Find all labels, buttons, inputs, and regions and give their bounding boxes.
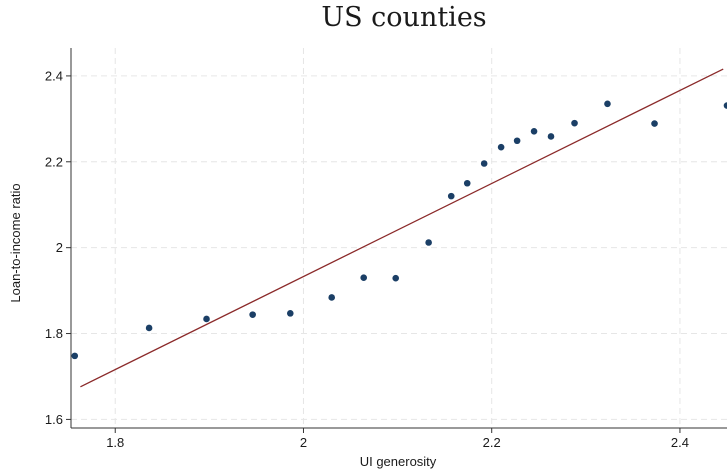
x-axis-label: UI generosity bbox=[360, 454, 437, 469]
tick-labels: 1.8 2 2.2 2.4 1.6 1.8 2 2.2 2.4 bbox=[45, 68, 689, 450]
y-tick-label: 2.2 bbox=[45, 154, 63, 169]
y-tick-label: 1.8 bbox=[45, 326, 63, 341]
x-tick-label: 2.2 bbox=[483, 435, 501, 450]
y-tick-label: 2.4 bbox=[45, 68, 63, 83]
data-points bbox=[71, 100, 727, 360]
data-point bbox=[530, 127, 538, 135]
x-tick-label: 1.8 bbox=[106, 435, 124, 450]
data-point bbox=[425, 239, 432, 246]
data-point bbox=[723, 102, 727, 109]
data-point bbox=[547, 133, 555, 140]
axes bbox=[66, 48, 727, 433]
data-point bbox=[571, 119, 578, 127]
data-point bbox=[463, 179, 471, 187]
gridlines bbox=[71, 48, 727, 428]
data-point bbox=[286, 310, 294, 317]
data-point bbox=[604, 100, 611, 108]
chart-title: US counties bbox=[321, 2, 486, 33]
data-point bbox=[328, 294, 336, 301]
data-point bbox=[651, 120, 658, 127]
fit-line-group bbox=[80, 68, 724, 388]
data-point bbox=[249, 311, 256, 318]
y-axis-label: Loan-to-income ratio bbox=[8, 183, 23, 302]
data-point bbox=[360, 274, 368, 282]
y-tick-label: 1.6 bbox=[45, 412, 63, 427]
data-point bbox=[497, 143, 505, 151]
data-point bbox=[203, 315, 210, 323]
x-tick-label: 2.4 bbox=[671, 435, 689, 450]
data-point bbox=[513, 137, 521, 145]
x-tick-label: 2 bbox=[300, 435, 307, 450]
data-point bbox=[480, 160, 488, 167]
data-point bbox=[447, 192, 455, 200]
fit-line bbox=[80, 68, 724, 388]
y-tick-label: 2 bbox=[56, 240, 63, 255]
data-point bbox=[71, 352, 79, 360]
data-point bbox=[145, 324, 153, 332]
data-point bbox=[392, 274, 400, 282]
